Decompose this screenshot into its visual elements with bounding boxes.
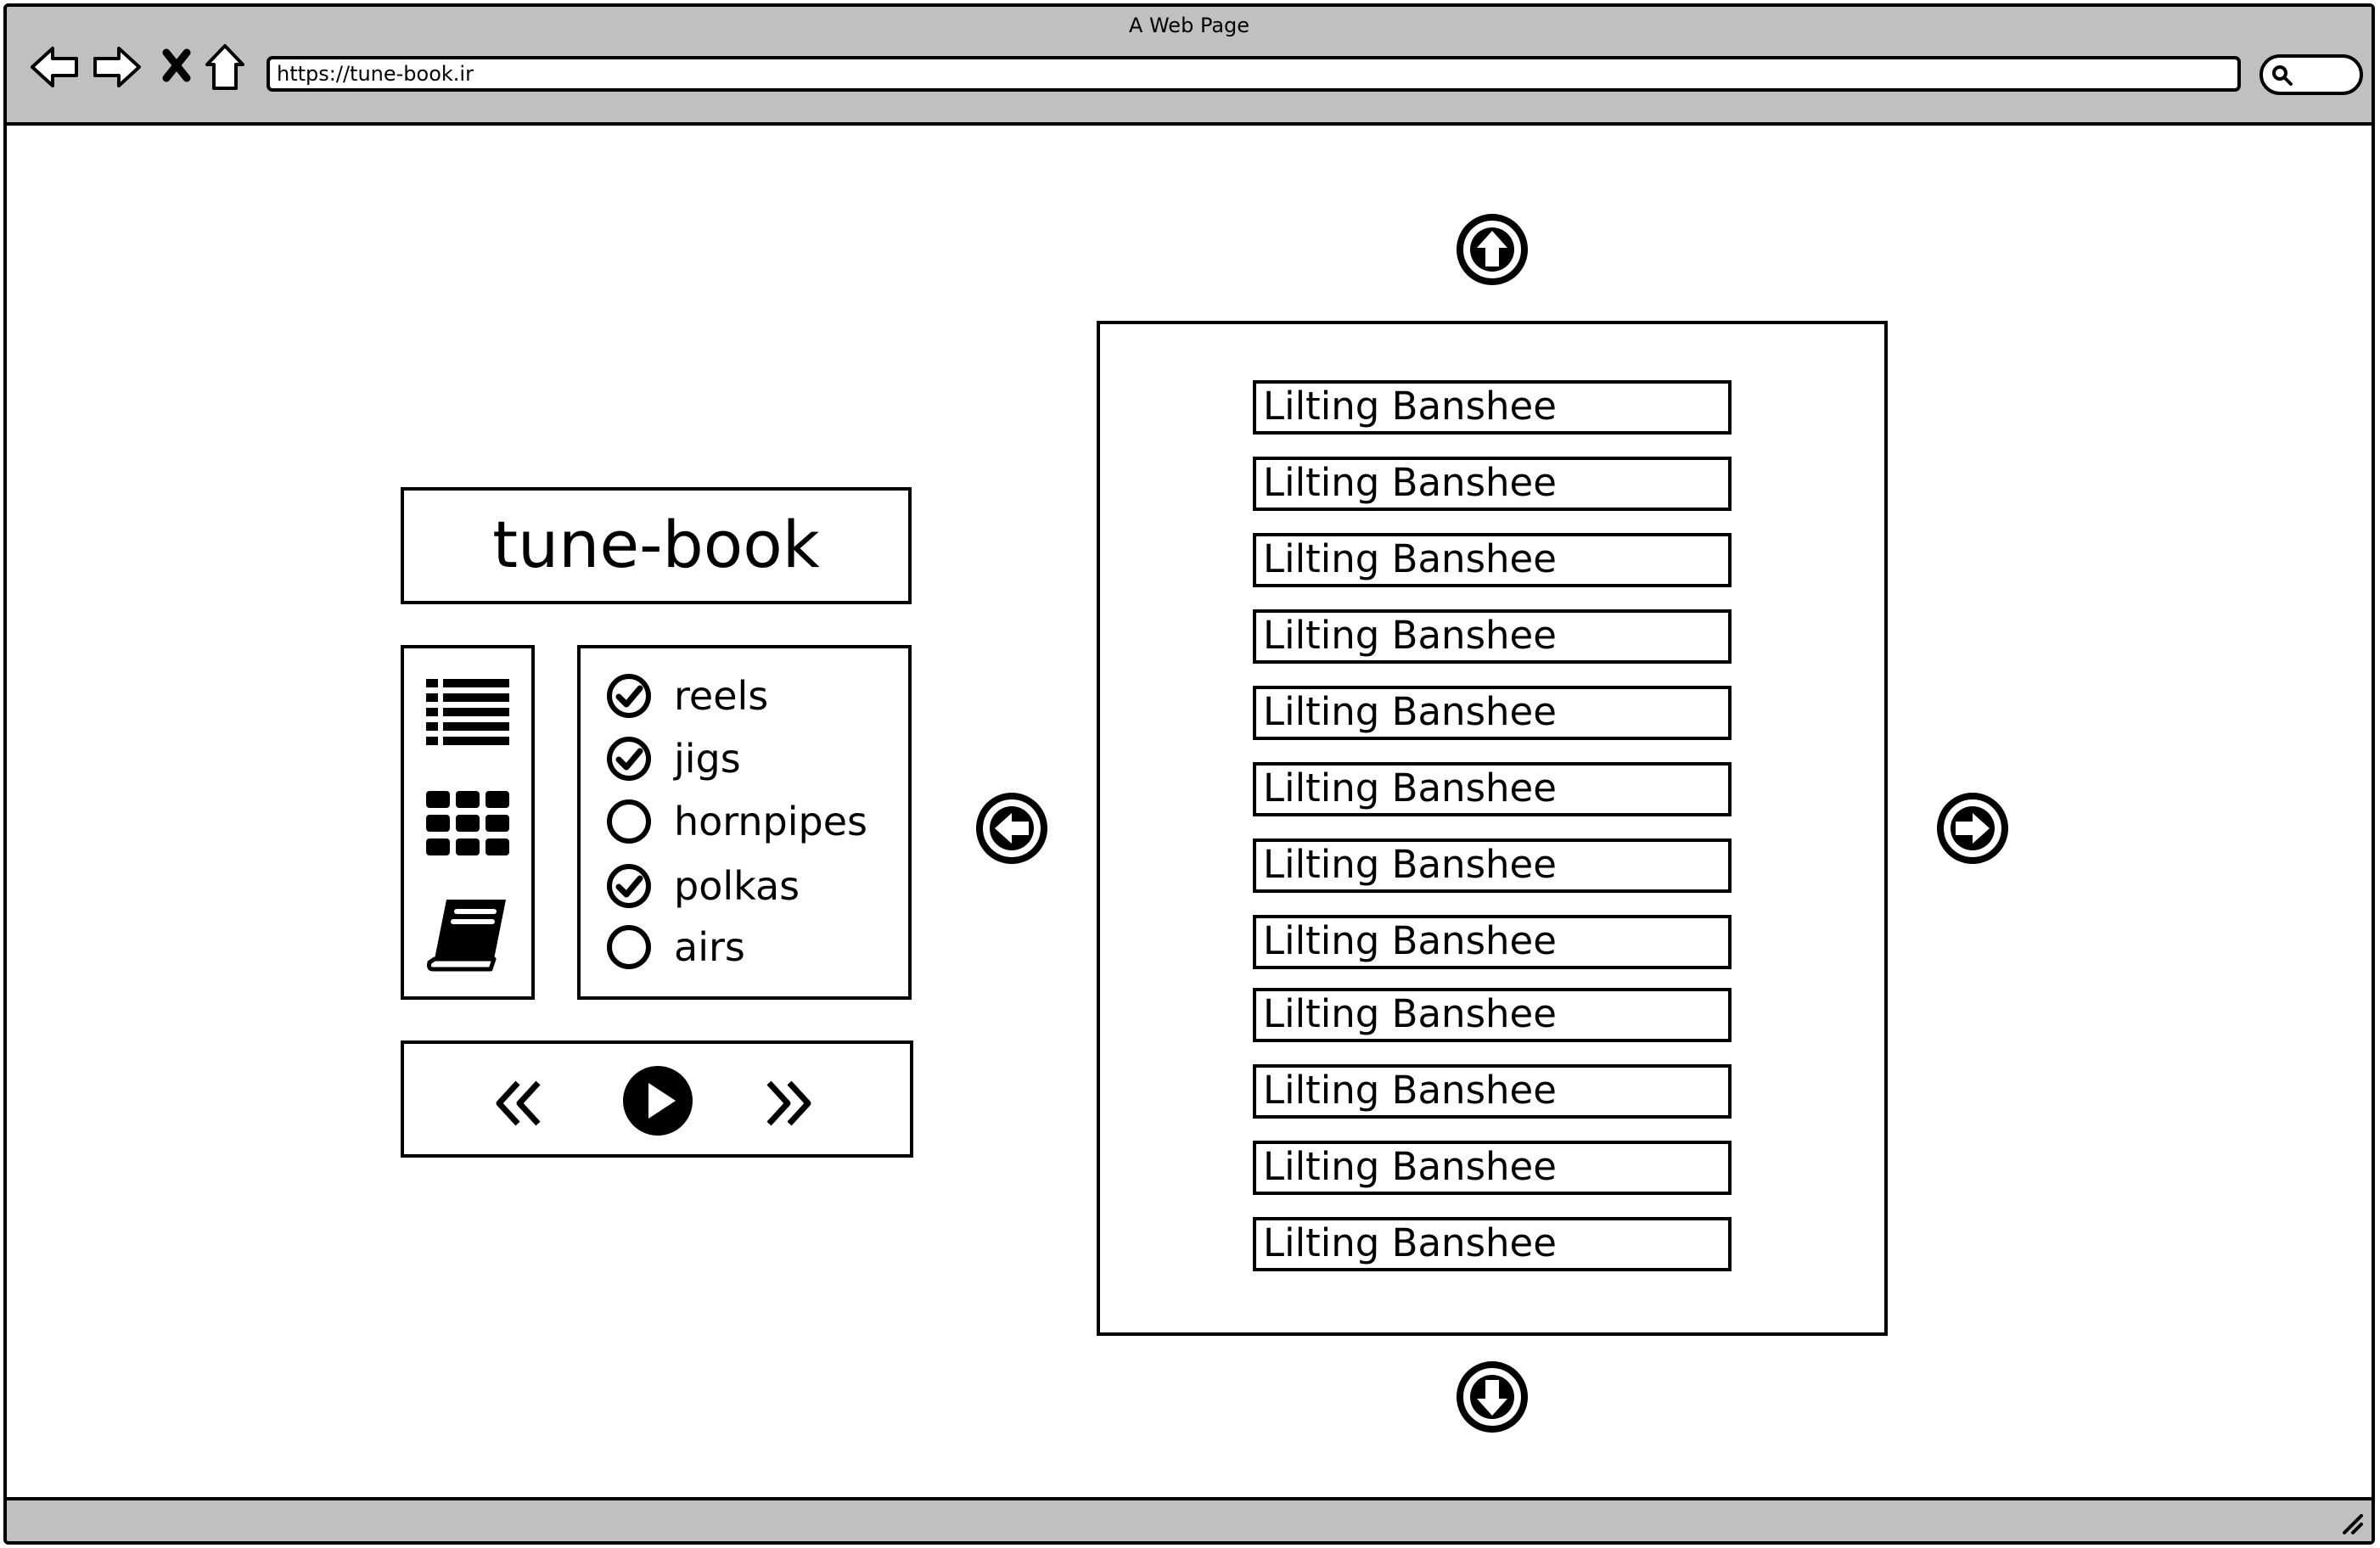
filter-label: reels (674, 673, 769, 719)
fast-forward-icon[interactable] (762, 1078, 813, 1129)
filter-label: polkas (674, 863, 800, 909)
scroll-down-button[interactable] (1455, 1360, 1530, 1434)
tune-list-item[interactable]: Lilting Banshee (1253, 1141, 1732, 1195)
play-icon (648, 1083, 676, 1119)
tune-list-item[interactable]: Lilting Banshee (1253, 686, 1732, 740)
list-view-icon[interactable] (426, 679, 511, 747)
app-logo: tune-book (492, 507, 820, 582)
arrow-down-icon (1477, 1380, 1507, 1416)
tune-list-item[interactable]: Lilting Banshee (1253, 609, 1732, 664)
previous-page-button[interactable] (974, 791, 1049, 866)
unchecked-radio-icon[interactable] (606, 799, 652, 844)
logo-box: tune-book (401, 487, 912, 604)
window-title: A Web Page (1128, 14, 1250, 37)
scroll-up-button[interactable] (1455, 212, 1530, 287)
tune-list-item[interactable]: Lilting Banshee (1253, 915, 1732, 969)
tune-list-item[interactable]: Lilting Banshee (1253, 838, 1732, 893)
arrow-right-icon (1956, 813, 1990, 844)
unchecked-radio-icon[interactable] (606, 924, 652, 970)
arrow-up-icon (1477, 231, 1507, 266)
arrow-left-icon (995, 813, 1029, 844)
tune-list-item[interactable]: Lilting Banshee (1253, 380, 1732, 435)
player-controls (401, 1040, 913, 1158)
tune-list-panel: Lilting Banshee Lilting Banshee Lilting Ba… (1097, 321, 1888, 1336)
grid-view-icon[interactable] (426, 791, 511, 859)
filter-label: jigs (674, 736, 741, 782)
filter-option[interactable]: airs (606, 922, 745, 973)
url-bar[interactable]: https://tune-book.ir (267, 56, 2241, 92)
forward-icon[interactable] (92, 44, 143, 90)
tune-list-item[interactable]: Lilting Banshee (1253, 533, 1732, 587)
rewind-icon[interactable] (494, 1078, 545, 1129)
next-page-button[interactable] (1935, 791, 2010, 866)
book-icon[interactable] (426, 896, 511, 973)
browser-window: A Web Page https://tune-book.ir tune-boo… (3, 3, 2375, 1545)
filter-option[interactable]: reels (606, 670, 768, 721)
play-button[interactable] (621, 1064, 694, 1137)
checked-radio-icon[interactable] (606, 673, 652, 719)
search-icon (2272, 65, 2293, 86)
stop-icon[interactable] (161, 48, 192, 83)
filter-option[interactable]: jigs (606, 733, 741, 784)
tune-list-item[interactable]: Lilting Banshee (1253, 1217, 1732, 1271)
tune-list-item[interactable]: Lilting Banshee (1253, 457, 1732, 511)
tune-list-item[interactable]: Lilting Banshee (1253, 762, 1732, 816)
filter-option[interactable]: hornpipes (606, 796, 867, 847)
checked-radio-icon[interactable] (606, 736, 652, 782)
tune-list-item[interactable]: Lilting Banshee (1253, 988, 1732, 1042)
tune-list-item[interactable]: Lilting Banshee (1253, 1064, 1732, 1119)
browser-toolbar: A Web Page https://tune-book.ir (7, 7, 2372, 126)
back-icon[interactable] (29, 44, 80, 90)
filter-label: airs (674, 924, 745, 970)
resize-grip-icon[interactable] (2339, 1511, 2365, 1536)
filter-option[interactable]: polkas (606, 861, 800, 911)
category-filter-panel: reels jigs hornpipes polkas airs (577, 645, 912, 1000)
filter-label: hornpipes (674, 799, 868, 844)
view-switcher (401, 645, 535, 1000)
status-bar (7, 1497, 2372, 1541)
checked-radio-icon[interactable] (606, 863, 652, 909)
search-field[interactable] (2259, 54, 2363, 95)
home-icon[interactable] (204, 42, 246, 92)
